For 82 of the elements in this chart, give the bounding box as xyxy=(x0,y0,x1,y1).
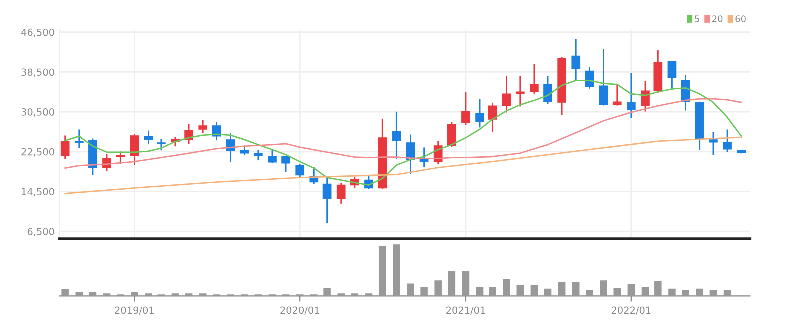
candlestick xyxy=(641,81,650,112)
y-tick-label: 30,500 xyxy=(22,108,54,117)
candlestick xyxy=(668,61,677,90)
bar xyxy=(62,289,69,296)
bar xyxy=(131,292,138,296)
bar xyxy=(185,294,193,296)
bar xyxy=(324,288,331,296)
bar xyxy=(710,290,718,296)
bar xyxy=(365,294,373,296)
bar xyxy=(530,285,538,296)
bar xyxy=(682,290,690,296)
x-tick-label: 2022/01 xyxy=(612,306,651,315)
candlestick xyxy=(336,183,346,204)
bar xyxy=(351,294,359,296)
candlestick xyxy=(130,134,140,166)
y-tick-label: 38,500 xyxy=(22,68,54,78)
bar xyxy=(378,246,386,296)
bar xyxy=(338,294,345,296)
bar xyxy=(434,280,442,296)
bar xyxy=(407,284,414,296)
candlestick xyxy=(198,120,208,134)
candlestick xyxy=(60,136,70,160)
y-tick-label: 46,500 xyxy=(21,28,54,38)
bar xyxy=(393,244,400,296)
legend-label: 5 xyxy=(695,16,700,22)
bar xyxy=(586,290,594,296)
bar xyxy=(489,287,496,296)
bar xyxy=(628,284,636,296)
candlestick xyxy=(392,112,402,160)
candlestick xyxy=(599,49,608,106)
y-tick-label: 14,500 xyxy=(22,188,54,197)
candlestick xyxy=(516,76,525,107)
line-series xyxy=(64,136,742,194)
candlestick xyxy=(476,99,484,128)
candlestick xyxy=(268,150,277,164)
x-tick-label: 2021/01 xyxy=(446,306,486,315)
bar xyxy=(572,282,580,296)
y-tick-label: 22,500 xyxy=(22,148,54,157)
candlestick xyxy=(530,64,539,94)
candlestick xyxy=(572,39,581,80)
candlestick xyxy=(612,84,622,106)
bar xyxy=(199,294,207,296)
candlestick xyxy=(254,150,263,161)
x-tick-label: 2020/01 xyxy=(280,306,320,315)
candlestick xyxy=(723,130,732,152)
bar xyxy=(654,281,662,296)
bar xyxy=(696,288,704,296)
candlestick xyxy=(488,102,498,132)
bar xyxy=(558,282,566,296)
x-tick-label: 2019/01 xyxy=(115,306,154,315)
bar xyxy=(668,288,676,296)
bar xyxy=(516,285,524,296)
legend-label: 60 xyxy=(736,16,746,22)
legend-label: 20 xyxy=(712,16,723,22)
bar xyxy=(462,271,470,296)
candlestick xyxy=(626,73,636,118)
bar xyxy=(172,294,180,296)
bar xyxy=(420,287,428,296)
bar xyxy=(724,290,732,296)
candlestick xyxy=(282,156,290,173)
bar xyxy=(76,292,84,296)
bar xyxy=(476,287,484,296)
candlestick xyxy=(296,164,305,178)
candlestick xyxy=(448,122,456,148)
bar xyxy=(448,271,456,296)
bar xyxy=(614,288,621,296)
candlestick xyxy=(116,152,126,164)
y-tick-label: 6,500 xyxy=(28,228,54,236)
bar xyxy=(89,292,97,296)
bar xyxy=(642,287,650,296)
candlestick xyxy=(322,178,332,224)
bar xyxy=(145,294,152,296)
candlestick xyxy=(462,92,470,126)
candlestick xyxy=(502,76,512,113)
bar xyxy=(600,280,608,296)
bar xyxy=(544,288,552,296)
candlestick xyxy=(144,130,154,145)
bar xyxy=(503,279,510,296)
bar xyxy=(103,294,111,296)
candlestick xyxy=(74,130,84,148)
candlestick xyxy=(709,132,718,156)
candlestick xyxy=(156,139,166,151)
